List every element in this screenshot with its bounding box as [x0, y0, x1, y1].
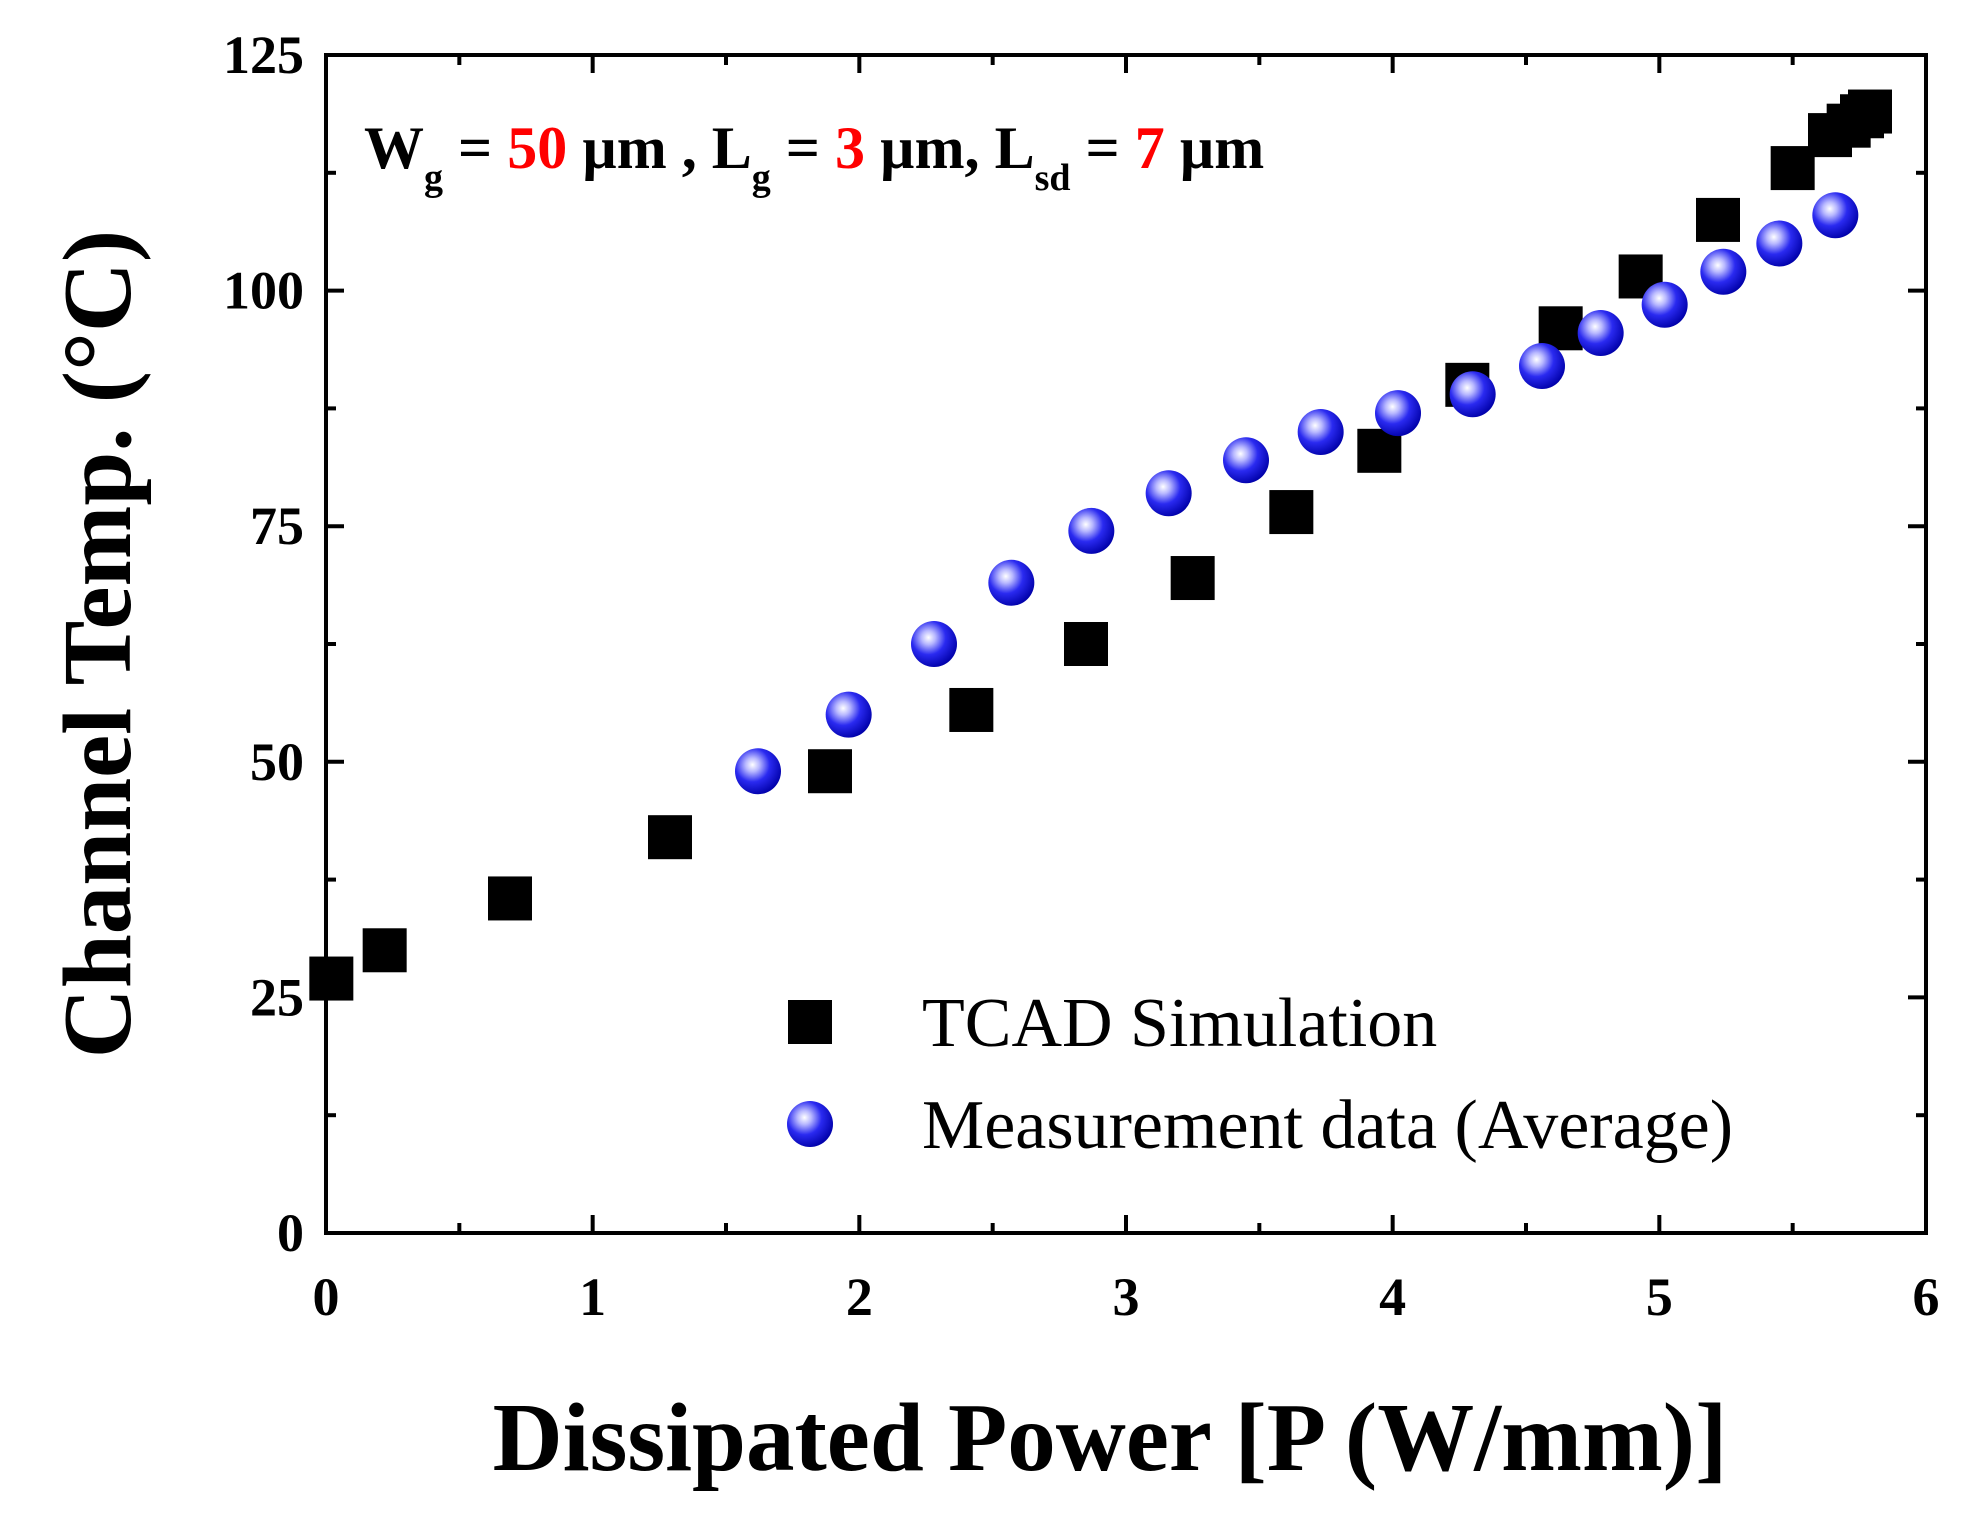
measurement-point-13 — [1700, 248, 1747, 295]
measurement-point-0 — [735, 748, 781, 795]
tcad-simulation-point-11 — [1538, 306, 1583, 351]
legend-square-marker — [788, 1000, 832, 1044]
tcad-simulation-point-9 — [1357, 428, 1402, 473]
tcad-simulation-point-1 — [362, 928, 407, 973]
y-tick-label-25: 25 — [250, 967, 304, 1027]
lsd-equals: = — [1071, 115, 1135, 181]
lg-label: L — [712, 115, 752, 181]
lg-subscript: g — [752, 157, 771, 199]
lg-unit: µm, — [865, 115, 995, 181]
measurement-point-15 — [1812, 192, 1859, 239]
y-tick-label-0: 0 — [277, 1203, 304, 1263]
y-tick-label-75: 75 — [250, 496, 304, 556]
lsd-subscript: sd — [1035, 157, 1071, 199]
y-tick-label-50: 50 — [250, 732, 304, 792]
measurement-point-9 — [1449, 371, 1496, 418]
lsd-label: L — [995, 115, 1035, 181]
legend-label-measurement: Measurement data (Average) — [922, 1087, 1733, 1164]
tcad-simulation-point-13 — [1696, 197, 1740, 242]
tcad-simulation-point-14 — [1770, 146, 1815, 191]
measurement-point-8 — [1375, 390, 1421, 437]
x-tick-label-0: 0 — [313, 1267, 340, 1327]
data-markers — [309, 89, 1892, 1001]
w-label: W — [364, 115, 424, 181]
tcad-simulation-point-3 — [648, 815, 692, 860]
measurement-point-6 — [1223, 437, 1269, 484]
legend-sphere-marker — [787, 1101, 833, 1147]
x-tick-label-4: 4 — [1379, 1267, 1406, 1327]
lg-equals: = — [771, 115, 835, 181]
measurement-point-2 — [911, 621, 957, 667]
tcad-simulation-point-8 — [1269, 490, 1314, 535]
lg-value: 3 — [835, 115, 865, 181]
measurement-point-10 — [1519, 342, 1565, 389]
y-tick-label-125: 125 — [223, 25, 304, 85]
legend-label-tcad: TCAD Simulation — [922, 985, 1437, 1062]
x-axis-title: Dissipated Power [P (W/mm)] — [493, 1384, 1728, 1491]
w-equals: = — [443, 115, 507, 181]
y-tick-label-100: 100 — [223, 261, 304, 321]
tcad-simulation-point-18 — [1848, 89, 1892, 134]
measurement-point-1 — [825, 691, 872, 738]
x-tick-label-1: 1 — [579, 1267, 606, 1327]
measurement-point-3 — [988, 559, 1035, 606]
w-unit: µm , — [567, 115, 712, 181]
axis-ticks — [324, 53, 1928, 1235]
w-subscript: g — [424, 157, 443, 199]
lsd-value: 7 — [1135, 115, 1165, 181]
legend: TCAD Simulation Measurement data (Averag… — [787, 985, 1733, 1164]
measurement-point-11 — [1577, 310, 1624, 357]
x-tick-label-2: 2 — [846, 1267, 873, 1327]
tcad-simulation-point-2 — [488, 876, 532, 921]
measurement-point-4 — [1068, 507, 1115, 554]
y-axis-title: Channel Temp. (°C) — [44, 230, 151, 1058]
measurement-point-7 — [1297, 408, 1344, 455]
x-tick-label-5: 5 — [1646, 1267, 1673, 1327]
measurement-point-5 — [1145, 470, 1192, 517]
tcad-simulation-point-6 — [1064, 622, 1108, 666]
tcad-simulation-point-0 — [309, 956, 354, 1001]
x-tick-label-6: 6 — [1913, 1267, 1940, 1327]
tcad-simulation-point-5 — [949, 687, 994, 732]
x-tick-label-3: 3 — [1113, 1267, 1140, 1327]
device-dimensions-annotation: Wg = 50 µm , Lg = 3 µm, Lsd = 7 µm — [364, 115, 1264, 199]
axis-tick-labels: 0 1 2 3 4 5 6 0 25 50 75 100 125 — [223, 25, 1940, 1327]
lsd-unit: µm — [1165, 115, 1265, 181]
tcad-simulation-point-4 — [808, 749, 852, 794]
measurement-point-12 — [1641, 281, 1688, 328]
measurement-point-14 — [1756, 220, 1803, 267]
w-value: 50 — [507, 115, 567, 181]
tcad-simulation-point-7 — [1170, 556, 1215, 601]
